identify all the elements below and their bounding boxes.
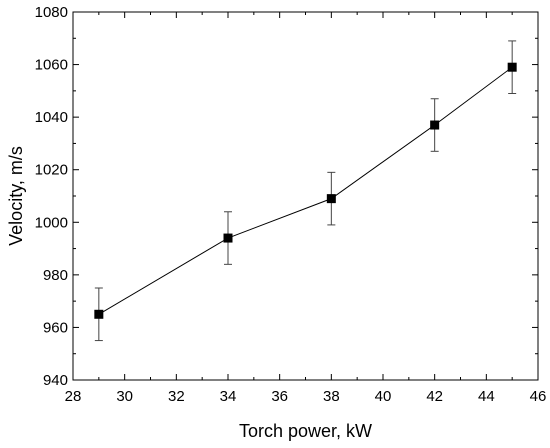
y-tick-label: 1000 — [35, 214, 68, 231]
y-tick-label: 1020 — [35, 162, 68, 179]
plot-frame — [72, 11, 539, 381]
ticks-layer: 28 30 32 34 36 38 40 42 44 46 940 960 980 1000 1020 104… — [35, 4, 547, 405]
x-tick-label: 28 — [65, 388, 82, 405]
y-tick-label: 980 — [43, 267, 68, 284]
x-tick-label: 38 — [323, 388, 340, 405]
x-tick-label: 46 — [530, 388, 547, 405]
x-tick-label: 34 — [220, 388, 237, 405]
x-axis-label: Torch power, kW — [239, 421, 372, 441]
y-tick-label: 1080 — [35, 4, 68, 21]
data-point — [223, 233, 233, 243]
data-point — [326, 194, 336, 204]
data-point — [507, 62, 517, 72]
x-tick-label: 40 — [375, 388, 392, 405]
data-point — [94, 309, 104, 319]
x-tick-label: 44 — [478, 388, 495, 405]
x-tick-label: 42 — [426, 388, 443, 405]
x-tick-label: 30 — [116, 388, 133, 405]
y-axis-label: Velocity, m/s — [6, 146, 26, 246]
data-point — [430, 120, 440, 130]
series-line — [98, 66, 513, 315]
data-layer — [94, 40, 517, 342]
x-tick-label: 36 — [271, 388, 288, 405]
y-tick-label: 1040 — [35, 109, 68, 126]
x-tick-label: 32 — [168, 388, 185, 405]
y-tick-label: 940 — [43, 372, 68, 389]
y-tick-label: 1060 — [35, 57, 68, 74]
y-tick-label: 960 — [43, 319, 68, 336]
